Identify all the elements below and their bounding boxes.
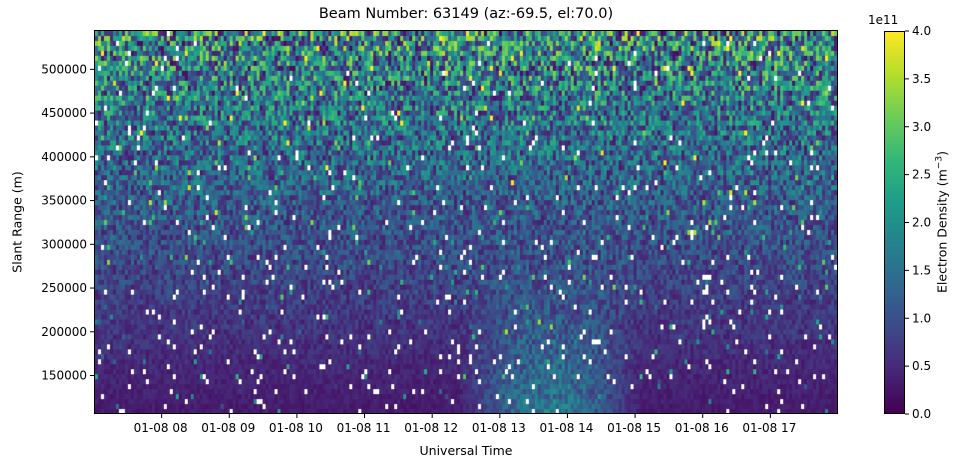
x-tick-label: 01-08 09	[201, 421, 255, 435]
colorbar-tick-label: 3.5	[912, 72, 931, 86]
colorbar-label-text: Electron Density (m	[934, 169, 950, 293]
x-tick-label: 01-08 17	[742, 421, 796, 435]
colorbar-tick-label: 1.0	[912, 311, 931, 325]
y-tick-label: 200000	[41, 325, 87, 339]
heatmap-image	[95, 31, 837, 413]
colorbar-label: Electron Density (m−3)	[934, 151, 949, 293]
y-axis-label: Slant Range (m)	[9, 171, 25, 273]
colorbar-tick-label: 1.5	[912, 263, 931, 277]
colorbar-offset-text: 1e11	[868, 13, 899, 27]
colorbar-label-exponent: −3	[934, 155, 945, 170]
colorbar-tick-label: 2.5	[912, 168, 931, 182]
colorbar-tick-label: 0.5	[912, 359, 931, 373]
colorbar-label-close: )	[934, 151, 950, 156]
y-tick-label: 400000	[41, 150, 87, 164]
x-tick-label: 01-08 10	[269, 421, 323, 435]
y-tick-label: 150000	[41, 369, 87, 383]
y-tick-label: 500000	[41, 62, 87, 76]
colorbar-tick-label: 3.0	[912, 120, 931, 134]
colorbar-tick-label: 2.0	[912, 216, 931, 230]
colorbar	[884, 31, 905, 414]
chart-title: Beam Number: 63149 (az:-69.5, el:70.0)	[318, 6, 614, 22]
x-axis-label: Universal Time	[419, 443, 513, 458]
y-tick-label: 450000	[41, 106, 87, 120]
colorbar-tick-label: 4.0	[912, 24, 931, 38]
x-tick-label: 01-08 14	[539, 421, 593, 435]
y-tick-label: 300000	[41, 237, 87, 251]
x-tick-label: 01-08 12	[404, 421, 458, 435]
colorbar-gradient	[885, 32, 904, 413]
x-tick-label: 01-08 15	[607, 421, 661, 435]
x-tick-label: 01-08 08	[134, 421, 188, 435]
x-tick-label: 01-08 16	[675, 421, 729, 435]
y-tick-label: 350000	[41, 194, 87, 208]
colorbar-tick-label: 0.0	[912, 407, 931, 421]
x-tick-label: 01-08 11	[337, 421, 391, 435]
y-tick-label: 250000	[41, 281, 87, 295]
x-tick-label: 01-08 13	[472, 421, 526, 435]
heatmap-plot-area	[94, 30, 838, 414]
